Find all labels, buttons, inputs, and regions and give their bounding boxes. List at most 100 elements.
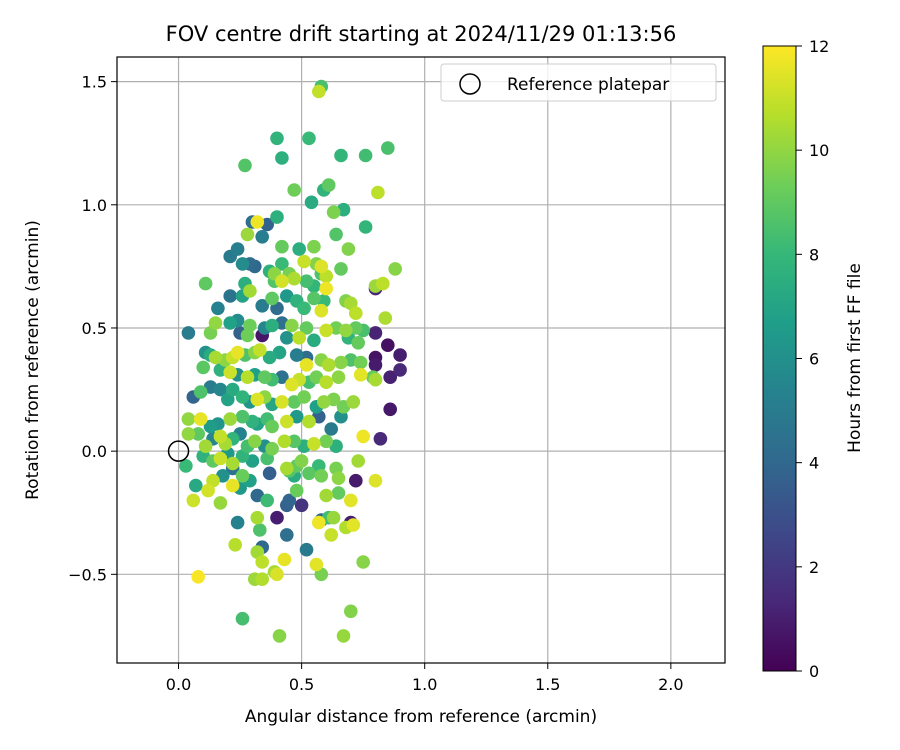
- data-point: [181, 326, 196, 340]
- data-point: [285, 377, 299, 392]
- data-point: [262, 466, 277, 481]
- data-point: [317, 395, 331, 409]
- data-point: [297, 254, 311, 269]
- data-point: [270, 210, 284, 224]
- data-point: [223, 365, 237, 380]
- data-point: [344, 493, 358, 508]
- data-point: [270, 510, 284, 525]
- colorbar-tick-label: 0: [809, 662, 819, 681]
- legend: Reference platepar: [440, 63, 717, 102]
- data-point: [235, 257, 250, 271]
- data-point: [314, 303, 329, 318]
- data-point: [225, 456, 240, 471]
- data-point: [309, 557, 324, 572]
- colorbar-tick-label: 4: [809, 454, 819, 473]
- data-point: [331, 486, 346, 500]
- data-point: [250, 392, 265, 407]
- data-point: [257, 370, 272, 385]
- data-point: [287, 183, 302, 197]
- data-point: [255, 230, 269, 244]
- colorbar-tick-label: 2: [809, 558, 819, 577]
- data-point: [334, 262, 348, 276]
- data-point: [250, 510, 265, 525]
- data-point: [272, 629, 287, 643]
- data-point: [358, 220, 373, 234]
- data-point: [307, 239, 321, 254]
- data-point: [213, 496, 228, 510]
- legend-marker-reference: [459, 73, 481, 95]
- data-point: [280, 331, 294, 345]
- data-point: [344, 604, 358, 619]
- data-point: [208, 316, 223, 330]
- data-point: [275, 395, 289, 409]
- data-point: [383, 402, 398, 417]
- data-point: [349, 306, 363, 321]
- data-point: [235, 390, 250, 404]
- data-point: [225, 382, 240, 397]
- data-point: [201, 483, 215, 498]
- x-tick-label: 0.5: [289, 675, 314, 694]
- colorbar: 0 2 4 6 8 10 12 Hours from first FF file: [762, 37, 865, 681]
- x-tick-label: 1.5: [535, 675, 560, 694]
- data-point: [329, 227, 343, 242]
- colorbar-ticks: 0 2 4 6 8 10 12: [796, 37, 829, 681]
- x-tick-label: 1.0: [412, 675, 437, 694]
- data-point: [208, 350, 223, 365]
- data-point: [321, 178, 336, 192]
- data-point: [319, 323, 334, 338]
- data-point: [346, 518, 361, 532]
- data-point: [287, 271, 302, 286]
- data-point: [319, 281, 334, 296]
- data-point: [294, 498, 309, 513]
- data-point: [339, 323, 353, 338]
- y-tick-label: 0.5: [82, 319, 107, 338]
- data-point: [265, 441, 279, 456]
- legend-box: [440, 63, 717, 102]
- data-point: [351, 454, 366, 468]
- data-point: [193, 385, 208, 399]
- data-point: [198, 439, 213, 454]
- data-point: [223, 316, 237, 330]
- data-point: [368, 372, 383, 387]
- data-point: [198, 276, 213, 291]
- colorbar-tick-label: 10: [809, 141, 829, 160]
- data-point: [319, 434, 334, 449]
- data-point: [230, 345, 245, 360]
- data-point: [280, 414, 294, 429]
- data-point: [314, 469, 329, 483]
- data-point: [255, 572, 269, 586]
- data-point: [265, 419, 279, 434]
- data-point: [312, 84, 326, 99]
- data-point: [358, 148, 373, 163]
- colorbar-gradient: [762, 45, 797, 672]
- data-point: [381, 338, 395, 353]
- data-point: [381, 141, 395, 155]
- colorbar-tick-label: 6: [809, 350, 819, 369]
- data-point: [289, 348, 304, 362]
- data-point: [341, 242, 356, 256]
- data-point: [240, 370, 255, 385]
- data-point: [356, 429, 371, 444]
- data-point: [319, 375, 334, 390]
- data-point: [331, 370, 346, 385]
- data-point: [213, 382, 228, 397]
- data-point: [307, 291, 321, 306]
- data-point: [356, 555, 371, 569]
- data-point: [353, 368, 368, 382]
- data-point: [196, 360, 210, 375]
- data-point: [262, 350, 277, 365]
- data-point: [326, 205, 341, 219]
- data-point: [230, 242, 245, 256]
- data-point: [346, 395, 361, 409]
- y-axis: −0.5 0.0 0.5 1.0 1.5: [68, 73, 117, 584]
- x-axis-label: Angular distance from reference (arcmin): [245, 707, 597, 727]
- data-point: [235, 469, 250, 483]
- data-point: [191, 570, 205, 584]
- data-point: [255, 299, 269, 313]
- data-point: [275, 151, 289, 165]
- y-tick-label: 1.0: [82, 196, 107, 215]
- data-point: [393, 348, 407, 362]
- data-point: [299, 321, 314, 335]
- data-point: [393, 363, 407, 377]
- data-point: [319, 488, 334, 503]
